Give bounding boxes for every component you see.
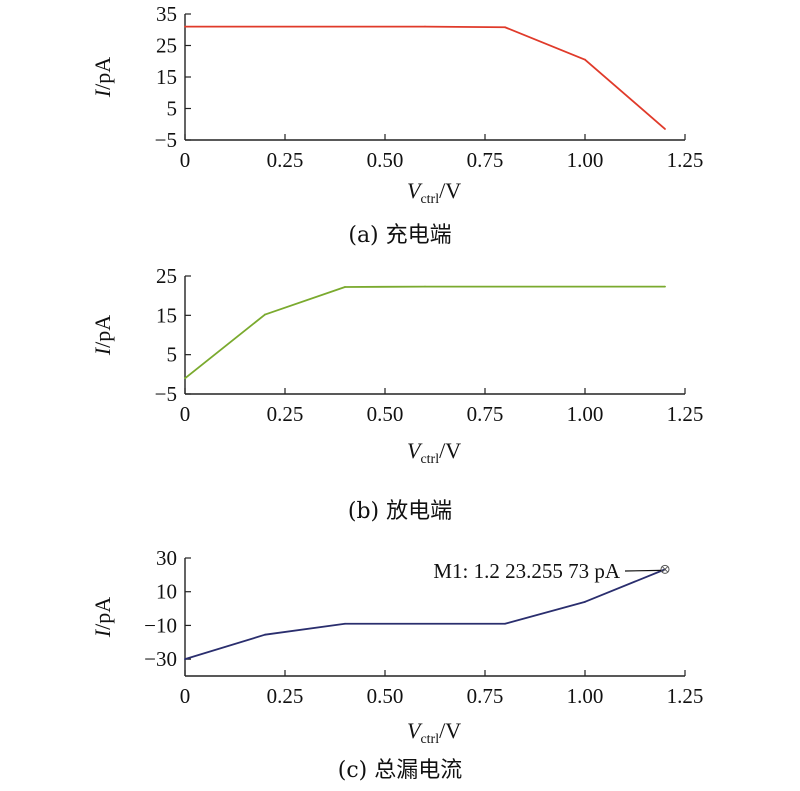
x-tick-label: 1.25 (667, 148, 704, 172)
x-axis-title: Vctrl/V (407, 178, 461, 207)
x-tick-label: 0.25 (267, 148, 304, 172)
y-tick-label: −10 (144, 613, 177, 637)
y-tick-label: 35 (156, 2, 177, 26)
data-point (504, 622, 506, 625)
panel-caption: (b) 放电端 (348, 499, 452, 524)
data-point (424, 25, 426, 28)
data-point (504, 26, 506, 29)
x-tick-label: 0.25 (267, 402, 304, 426)
data-point (424, 285, 426, 288)
y-tick-label: 5 (167, 97, 178, 121)
x-tick-label: 0 (180, 684, 191, 708)
data-point (584, 58, 586, 61)
data-point (664, 128, 666, 130)
data-point (584, 600, 586, 603)
series-line-1 (184, 568, 666, 661)
data-point (184, 25, 186, 28)
y-tick-label: 15 (156, 303, 177, 327)
data-point (344, 286, 346, 288)
panel-caption: (a) 充电端 (348, 223, 451, 248)
y-tick-label: −5 (155, 382, 177, 406)
x-tick-label: 0.50 (367, 148, 404, 172)
data-point (344, 622, 346, 625)
y-tick-label: 10 (156, 580, 177, 604)
annotation-label: M1: 1.2 23.255 73 pA (433, 559, 621, 583)
data-point (264, 633, 266, 636)
marker-cross (661, 566, 669, 573)
data-point (664, 285, 666, 288)
y-tick-label: 30 (156, 546, 177, 570)
x-tick-label: 1.25 (667, 402, 704, 426)
series-line-1 (185, 25, 666, 130)
panel-caption: (c) 总漏电流 (338, 758, 462, 783)
y-axis-title: I/pA (90, 315, 115, 356)
x-tick-label: 0.25 (267, 684, 304, 708)
x-tick-label: 0 (180, 148, 191, 172)
x-tick-label: 0.50 (367, 402, 404, 426)
x-axis-title: Vctrl/V (407, 718, 461, 747)
x-axis-title: Vctrl/V (407, 438, 461, 467)
y-tick-label: 25 (156, 264, 177, 288)
y-axis-title: I/pA (90, 57, 115, 98)
y-tick-label: −5 (155, 128, 177, 152)
y-axis-title: I/pA (90, 597, 115, 638)
data-point (184, 377, 186, 380)
x-tick-label: 1.00 (567, 684, 604, 708)
data-point (264, 313, 266, 316)
x-tick-label: 0.75 (467, 148, 504, 172)
series-line-1 (184, 285, 665, 379)
y-tick-label: 25 (156, 34, 177, 58)
x-tick-label: 1.00 (567, 402, 604, 426)
x-tick-label: 0.50 (367, 684, 404, 708)
y-tick-label: −30 (144, 647, 177, 671)
chart-panel-2: 0 0.25 0.50 0.75 1.00 1.25 −5 5 15 25 Vctrl/V I/pA (… (90, 264, 703, 524)
chart-panel-3: 0 0.25 0.50 0.75 1.00 1.25 −30 −10 10 30 M1: 1.2 2… (90, 546, 703, 783)
x-tick-label: 0 (180, 402, 191, 426)
x-tick-label: 1.00 (567, 148, 604, 172)
x-tick-label: 0.75 (467, 402, 504, 426)
annotation-leader (624, 569, 662, 572)
marker-circle (660, 564, 670, 574)
x-tick-label: 1.25 (667, 684, 704, 708)
y-tick-label: 5 (167, 343, 178, 367)
y-tick-label: 15 (156, 65, 177, 89)
chart-panel-1: 0 0.25 0.50 0.75 1.00 1.25 −5 5 15 25 35 Vctrl/V I/p… (90, 2, 703, 248)
x-tick-label: 0.75 (467, 684, 504, 708)
data-point (184, 658, 186, 661)
